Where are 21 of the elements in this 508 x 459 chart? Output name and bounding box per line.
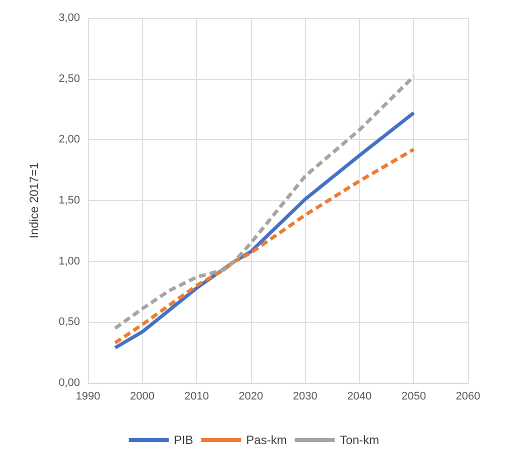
legend-label: PIB: [174, 433, 194, 447]
x-tick-label: 2020: [238, 390, 264, 402]
x-tick-label: 2040: [347, 390, 372, 402]
line-series: [113, 148, 416, 345]
x-tick-label: 2030: [292, 390, 318, 402]
x-tick-label: 1990: [76, 390, 100, 402]
x-tick-label: 2050: [401, 390, 426, 402]
line-series: [113, 74, 416, 330]
legend-label: Ton-km: [340, 433, 380, 447]
legend-label: Pas-km: [246, 433, 287, 447]
y-tick-label: 2,00: [58, 134, 80, 146]
x-tick-label: 2000: [130, 390, 155, 402]
y-tick-label: 3,00: [58, 12, 80, 24]
y-tick-label: 2,50: [58, 72, 80, 85]
y-tick-label: 1,00: [58, 255, 80, 268]
x-tick-label: 2010: [184, 390, 209, 402]
y-axis-title: Indice 2017=1: [27, 162, 41, 238]
y-tick-label: 0,50: [58, 316, 80, 328]
y-tick-label: 1,50: [58, 194, 80, 206]
x-tick-label: 2060: [456, 390, 480, 402]
y-tick-label: 0,00: [58, 377, 80, 389]
